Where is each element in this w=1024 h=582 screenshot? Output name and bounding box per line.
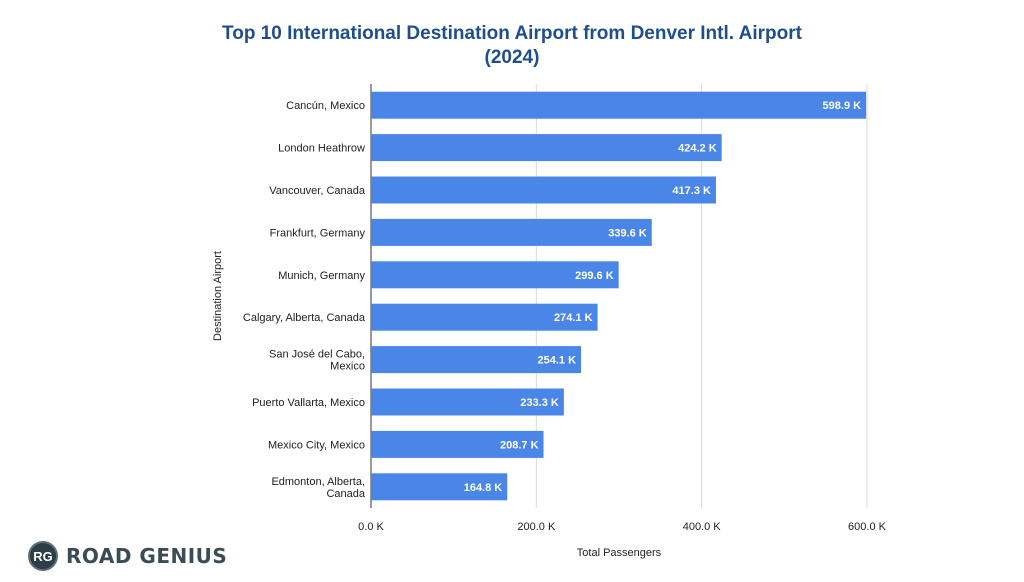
- bar-value-label-2: 417.3 K: [672, 185, 711, 197]
- bar-value-label-5: 274.1 K: [554, 312, 593, 324]
- bar-value-label-0: 598.9 K: [823, 100, 862, 112]
- category-labels: Cancún, Mexico London Heathrow Vancouver, …: [243, 100, 366, 500]
- bar-value-label-7: 233.3 K: [520, 397, 559, 409]
- bar-9: [371, 473, 508, 501]
- category-label-8: Mexico City, Mexico: [268, 439, 365, 451]
- bar-7: [371, 388, 564, 416]
- bar-value-label-9: 164.8 K: [464, 482, 503, 494]
- category-label-4: Munich, Germany: [278, 270, 365, 282]
- bar-8: [371, 430, 544, 458]
- chart-title-line2: (2024): [484, 47, 540, 68]
- category-label-7: Puerto Vallarta, Mexico: [252, 397, 365, 409]
- y-axis-label: Destination Airport: [212, 251, 224, 341]
- category-label-2: Vancouver, Canada: [269, 185, 366, 197]
- category-label-5: Calgary, Alberta, Canada: [243, 312, 366, 324]
- bar-value-label-8: 208.7 K: [500, 439, 539, 451]
- x-tick-label-1: 200.0 K: [517, 521, 556, 533]
- bar-6: [371, 346, 582, 374]
- bar-value-label-1: 424.2 K: [678, 143, 717, 155]
- brand-mark-icon: RG: [28, 541, 58, 571]
- brand-logo: RG ROAD GENIUS: [28, 540, 227, 572]
- brand-name: ROAD GENIUS: [66, 544, 228, 568]
- x-tick-label-3: 600.0 K: [848, 521, 887, 533]
- x-tick-labels: 0.0 K 200.0 K 400.0 K 600.0 K: [358, 521, 886, 533]
- chart-title: Top 10 International Destination Airport…: [0, 22, 1024, 70]
- bar-value-label-3: 339.6 K: [608, 227, 647, 239]
- category-label-9: Edmonton, Alberta, Canada: [271, 476, 365, 500]
- bar-value-label-4: 299.6 K: [575, 270, 614, 282]
- bar-1: [371, 134, 722, 162]
- category-label-1: London Heathrow: [278, 143, 365, 155]
- x-tick-label-0: 0.0 K: [358, 521, 384, 533]
- bar-4: [371, 261, 619, 289]
- bar-2: [371, 176, 716, 204]
- bar-3: [371, 218, 652, 246]
- bar-0: [371, 91, 867, 119]
- category-label-3: Frankfurt, Germany: [270, 227, 366, 239]
- x-axis-label: Total Passengers: [577, 547, 662, 559]
- bar-5: [371, 303, 598, 331]
- chart-title-line1: Top 10 International Destination Airport…: [222, 23, 802, 44]
- x-tick-label-2: 400.0 K: [683, 521, 722, 533]
- category-label-6: San José del Cabo, Mexico: [269, 349, 365, 373]
- category-label-0: Cancún, Mexico: [286, 100, 365, 112]
- bar-value-label-6: 254.1 K: [538, 355, 577, 367]
- bars: 598.9 K 424.2 K 417.3 K 339.6 K 299.6 K 274.1…: [371, 91, 867, 501]
